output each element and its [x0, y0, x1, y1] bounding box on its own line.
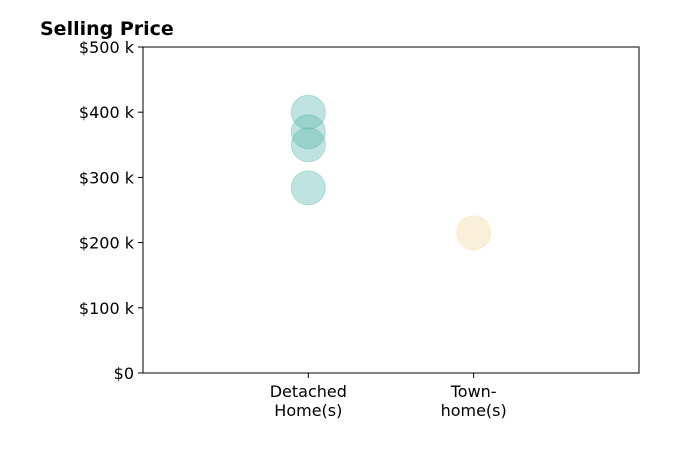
x-tick-label: Home(s) — [274, 401, 342, 420]
plot-area-frame — [142, 46, 640, 374]
x-tick-label: Detached — [270, 382, 347, 401]
x-tick-label: Town- — [450, 382, 497, 401]
data-point — [290, 170, 326, 206]
y-tick-label: $0 — [114, 364, 134, 383]
y-tick-label: $100 k — [79, 299, 135, 318]
data-point — [290, 114, 326, 150]
y-tick-label: $300 k — [79, 168, 135, 187]
y-axis: $0 $100 k $200 k $300 k $400 k $500 k — [79, 38, 143, 383]
data-point — [290, 127, 326, 163]
y-tick-label: $500 k — [79, 38, 135, 57]
x-tick-label: home(s) — [441, 401, 507, 420]
y-tick-label: $200 k — [79, 234, 135, 253]
data-point — [290, 94, 326, 130]
y-tick-label: $400 k — [79, 103, 135, 122]
data-point — [456, 215, 492, 251]
chart-title: Selling Price — [40, 18, 174, 40]
data-points — [290, 94, 492, 251]
